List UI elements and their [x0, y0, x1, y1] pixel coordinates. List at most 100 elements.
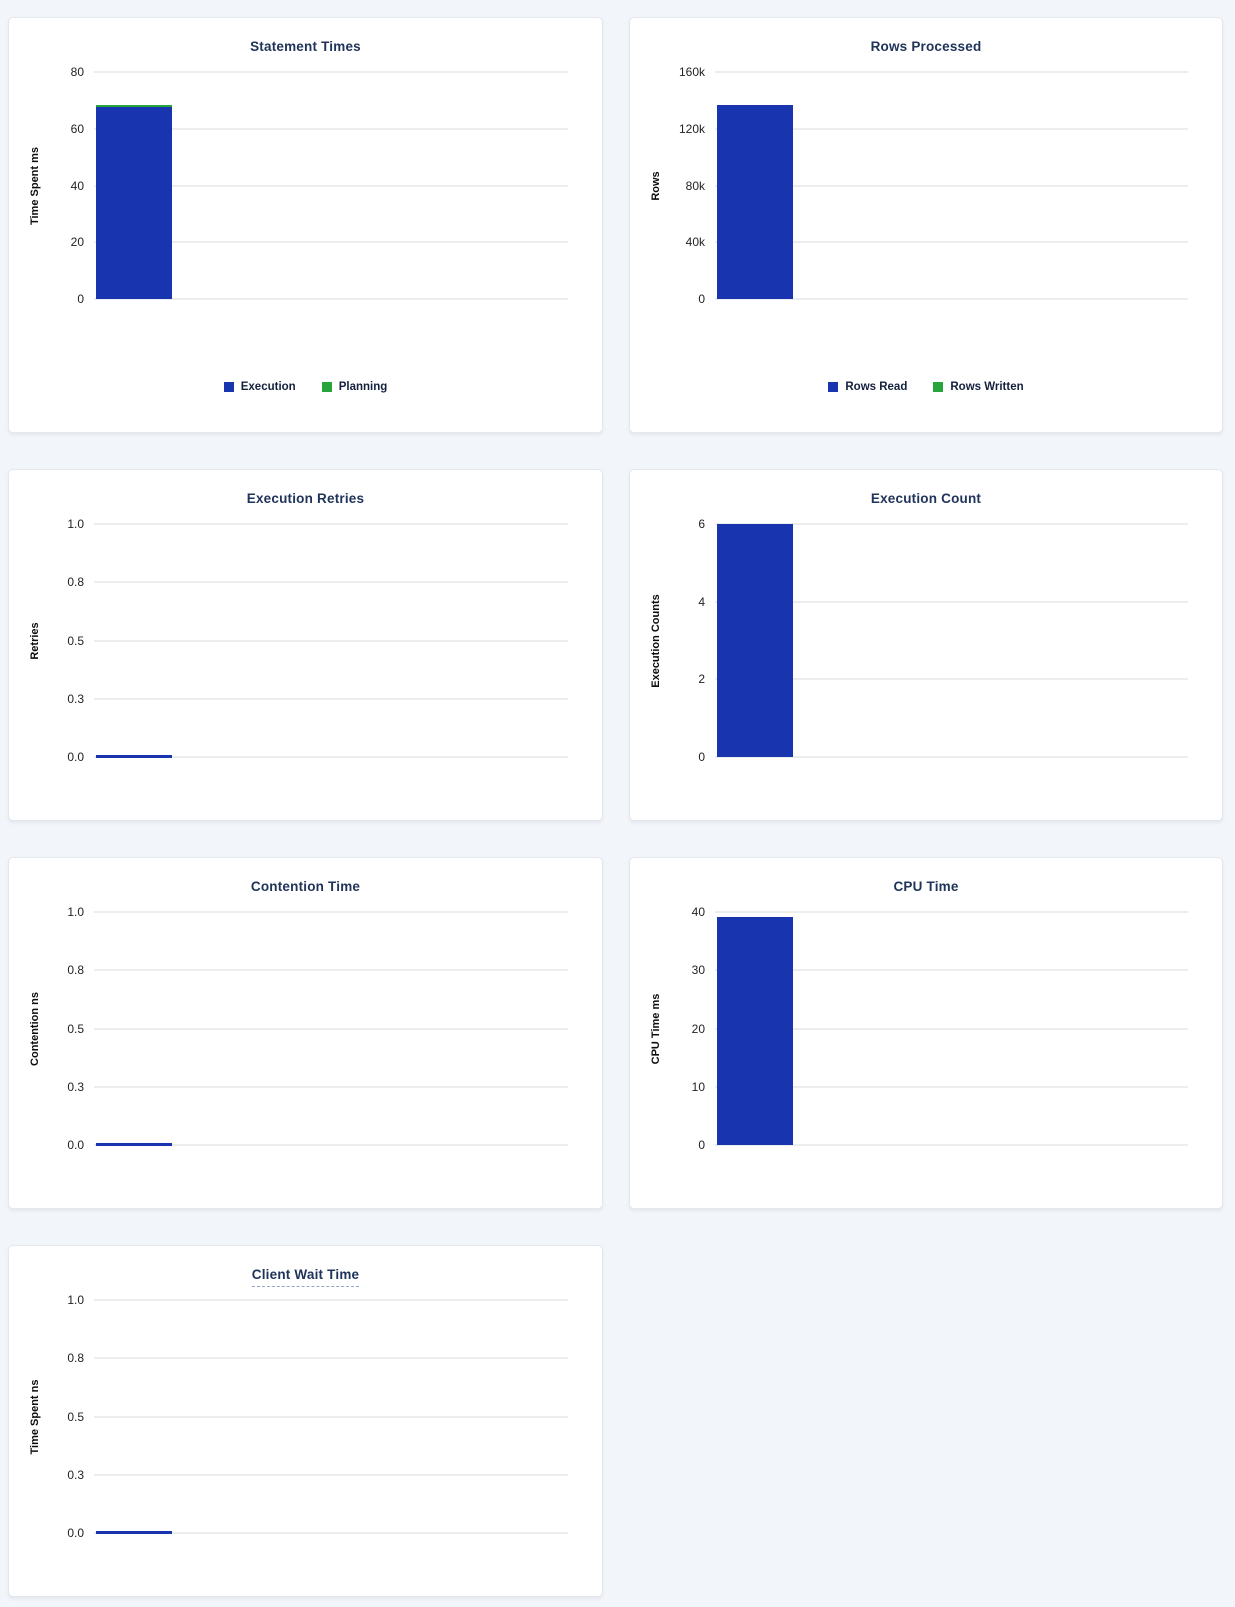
gridline: [94, 127, 568, 130]
y-axis-label: Time Spent ns: [29, 1379, 41, 1454]
legend-item-planning: Planning: [321, 381, 388, 393]
legend-item-rows-written: Rows Written: [933, 381, 1024, 393]
chart-title-row: Rows Processed: [630, 18, 1222, 55]
chart-title-row: Client Wait Time: [9, 1246, 602, 1287]
y-tick-label: 0.8: [67, 575, 84, 590]
gridline: [94, 184, 568, 187]
chart-card-execution-retries: Execution Retries Retries 0.0 0.3 0.5 0.8 1.…: [8, 469, 603, 821]
y-axis: Time Spent ms 0 20 40 60 80: [9, 65, 94, 306]
plot-area: [94, 71, 568, 300]
chart-title-execution-retries: Execution Retries: [246, 491, 365, 506]
gridline: [94, 969, 568, 972]
gridline: [715, 241, 1188, 244]
gridline: [94, 1415, 568, 1418]
gridline: [94, 911, 568, 913]
chart-title-rows-processed: Rows Processed: [870, 39, 982, 54]
chart-area: Execution Counts 0 2 4 6: [630, 517, 1222, 764]
plot-area: [94, 1299, 568, 1534]
y-tick-label: 0.0: [67, 1138, 84, 1152]
gridline: [94, 1357, 568, 1360]
gridline: [715, 71, 1188, 73]
y-tick-label: 160k: [678, 65, 705, 79]
plot-area: [94, 523, 568, 758]
plot-area: [715, 523, 1188, 758]
chart-title-row: Statement Times: [9, 18, 602, 55]
y-axis-label: Time Spent ms: [29, 146, 41, 225]
chart-title-row: Contention Time: [9, 858, 602, 895]
y-axis: Contention ns 0.0 0.3 0.5 0.8 1.0: [9, 905, 94, 1152]
y-tick-label: 0.5: [67, 1409, 84, 1424]
y-tick-label: 0: [77, 292, 84, 306]
gridline: [715, 756, 1188, 758]
y-tick-label: 80k: [685, 178, 705, 193]
chart-title-statement-times: Statement Times: [250, 39, 361, 54]
chart-card-statement-times: Statement Times Time Spent ms 0 20 40 60 80 …: [8, 17, 603, 433]
chart-area: Rows 0 40k 80k 120k 160k: [630, 65, 1222, 306]
y-tick-label: 0.0: [67, 1526, 84, 1540]
y-axis: Rows 0 40k 80k 120k 160k: [630, 65, 715, 306]
chart-title-row: CPU Time: [630, 858, 1222, 895]
legend-label: Rows Written: [950, 381, 1024, 393]
chart-card-rows-processed: Rows Processed Rows 0 40k 80k 120k 160k Rows…: [629, 17, 1223, 433]
chart-title-cpu-time: CPU Time: [893, 879, 959, 894]
chart-area: Time Spent ns 0.0 0.3 0.5 0.8 1.0: [9, 1293, 602, 1540]
y-tick-label: 80: [70, 65, 84, 79]
gridline: [715, 184, 1188, 187]
y-tick-label: 0: [698, 750, 705, 764]
y-tick-label: 10: [691, 1079, 705, 1094]
gridline: [94, 1299, 568, 1301]
legend-label: Rows Read: [845, 381, 908, 393]
plot-area: [715, 911, 1188, 1146]
y-tick-label: 0.5: [67, 633, 84, 648]
y-tick-label: 0.8: [67, 963, 84, 978]
y-axis: Execution Counts 0 2 4 6: [630, 517, 715, 764]
bar-segment-execution-count: [717, 524, 793, 757]
y-tick-label: 120k: [678, 121, 705, 136]
gridline: [715, 911, 1188, 913]
zero-value-bar: [96, 1531, 172, 1534]
legend-swatch: [828, 382, 839, 392]
legend-swatch: [223, 382, 234, 392]
chart-area: Retries 0.0 0.3 0.5 0.8 1.0: [9, 517, 602, 764]
plot-area: [94, 911, 568, 1146]
gridline: [94, 1085, 568, 1088]
chart-title-row: Execution Count: [630, 470, 1222, 507]
y-tick-label: 0.3: [67, 691, 84, 706]
gridline: [715, 1027, 1188, 1030]
y-tick-label: 1.0: [67, 1293, 84, 1307]
y-tick-label: 30: [691, 963, 705, 978]
legend-label: Planning: [338, 381, 388, 393]
bar-segment-execution: [96, 107, 172, 299]
chart-area: Contention ns 0.0 0.3 0.5 0.8 1.0: [9, 905, 602, 1152]
gridline: [715, 1144, 1188, 1146]
y-tick-label: 0.5: [67, 1021, 84, 1036]
y-tick-label: 0.0: [67, 750, 84, 764]
y-tick-label: 2: [698, 672, 705, 687]
y-tick-label: 0: [698, 292, 705, 306]
gridline: [94, 71, 568, 73]
chart-legend: Execution Planning: [9, 381, 602, 393]
gridline: [94, 1532, 568, 1534]
zero-value-bar: [96, 755, 172, 758]
chart-card-client-wait-time: Client Wait Time Time Spent ns 0.0 0.3 0.5…: [8, 1245, 603, 1597]
y-tick-label: 0.3: [67, 1467, 84, 1482]
gridline: [715, 969, 1188, 972]
gridline: [94, 639, 568, 642]
gridline: [94, 1144, 568, 1146]
chart-card-cpu-time: CPU Time CPU Time ms 0 10 20 30 40: [629, 857, 1223, 1209]
chart-card-contention-time: Contention Time Contention ns 0.0 0.3 0.5 0…: [8, 857, 603, 1209]
gridline: [715, 298, 1188, 300]
y-tick-label: 20: [691, 1021, 705, 1036]
chart-legend: Rows Read Rows Written: [630, 381, 1222, 393]
y-tick-label: 0.3: [67, 1079, 84, 1094]
bar-segment-rows-read: [717, 104, 793, 299]
legend-item-rows-read: Rows Read: [828, 381, 907, 393]
y-axis-label: Execution Counts: [650, 593, 662, 688]
chart-title-row: Execution Retries: [9, 470, 602, 507]
legend-swatch: [933, 382, 944, 392]
chart-card-execution-count: Execution Count Execution Counts 0 2 4 6: [629, 469, 1223, 821]
gridline: [715, 523, 1188, 525]
gridline: [715, 1085, 1188, 1088]
chart-title-client-wait-time-tooltip[interactable]: Client Wait Time: [251, 1266, 360, 1287]
